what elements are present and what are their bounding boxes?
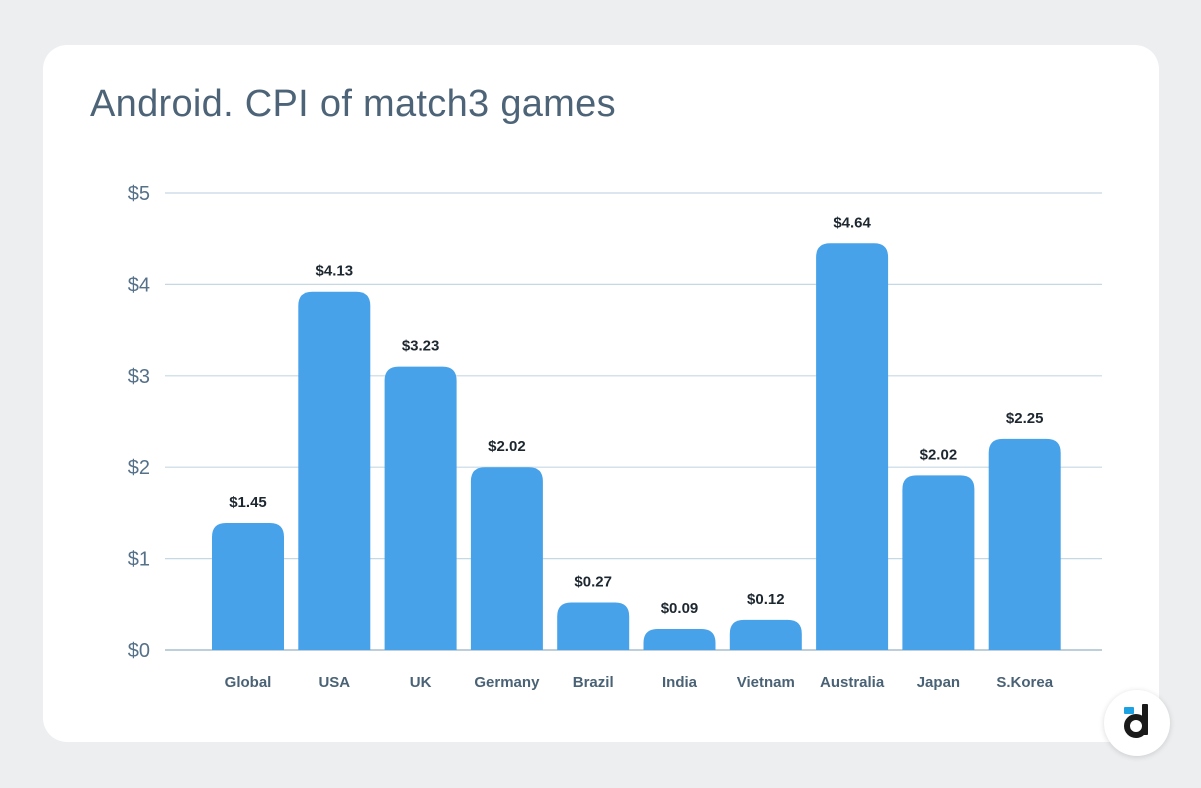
x-tick-label: S.Korea	[996, 674, 1053, 691]
x-tick-label: Germany	[474, 674, 540, 691]
bar	[470, 467, 543, 650]
bar	[816, 243, 889, 650]
chart-title: Android. CPI of match3 games	[90, 83, 616, 125]
x-tick-label: Vietnam	[737, 674, 795, 691]
data-label: $1.45	[229, 494, 267, 511]
data-label: $4.64	[833, 214, 871, 231]
data-label: $0.27	[574, 573, 612, 590]
x-tick-label: Global	[225, 674, 272, 691]
data-label: $0.09	[661, 600, 699, 617]
bar	[212, 522, 284, 650]
data-label: $4.13	[316, 263, 354, 280]
devtodev-d-logo-icon	[1124, 704, 1148, 738]
y-tick-label: $4	[128, 274, 150, 296]
bar	[643, 628, 716, 650]
y-tick-label: $2	[128, 457, 150, 479]
data-label: $0.12	[747, 591, 785, 608]
x-tick-label: India	[662, 674, 698, 691]
bar	[902, 475, 975, 650]
data-label: $2.25	[1006, 410, 1044, 427]
bar	[729, 619, 802, 650]
x-tick-label: USA	[318, 674, 350, 691]
bar	[384, 366, 457, 650]
bar	[298, 291, 371, 650]
brand-logo[interactable]	[1104, 690, 1170, 756]
x-tick-label: Brazil	[573, 674, 614, 691]
x-tick-label: Japan	[917, 674, 960, 691]
bar	[988, 438, 1061, 650]
y-tick-label: $5	[128, 183, 150, 205]
y-tick-label: $3	[128, 366, 150, 388]
x-tick-label: UK	[410, 674, 432, 691]
bar	[557, 602, 630, 650]
data-label: $2.02	[488, 438, 526, 455]
x-tick-label: Australia	[820, 674, 885, 691]
y-tick-label: $1	[128, 549, 150, 571]
y-tick-label: $0	[128, 640, 150, 662]
data-label: $2.02	[920, 446, 958, 463]
data-label: $3.23	[402, 338, 440, 355]
